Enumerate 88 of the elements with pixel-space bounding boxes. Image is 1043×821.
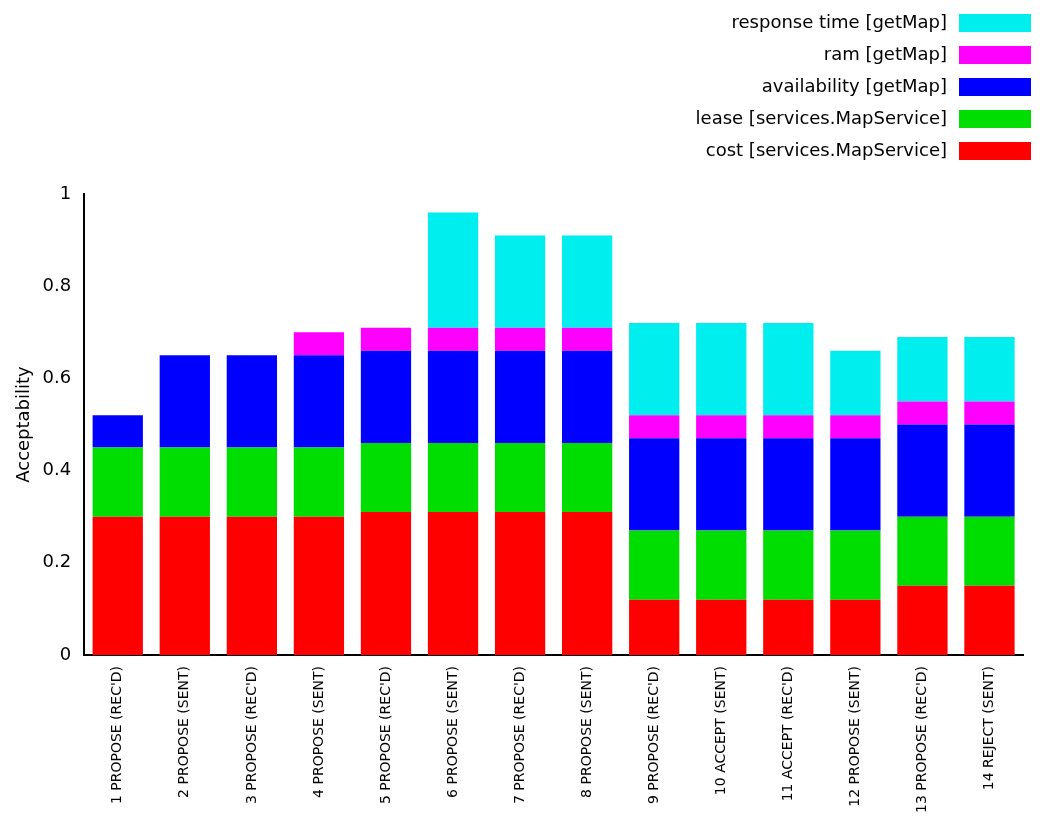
bar: [830, 438, 881, 531]
x-tick-label: 9 PROPOSE (REC'D): [644, 666, 661, 805]
legend-label: cost [services.MapService]: [705, 138, 947, 160]
bar: [964, 585, 1015, 655]
x-tick-label: 3 PROPOSE (REC'D): [242, 666, 259, 805]
bar: [92, 516, 143, 655]
bar: [629, 599, 680, 655]
legend-label: availability [getMap]: [761, 74, 948, 96]
x-tick-label: 4 PROPOSE (SENT): [309, 666, 326, 798]
bar: [830, 415, 881, 439]
bar: [159, 516, 210, 655]
x-tick-label: 6 PROPOSE (SENT): [443, 666, 460, 798]
bar: [293, 516, 345, 655]
y-tick-label: 0: [59, 642, 72, 664]
bar: [964, 516, 1015, 586]
bar: [226, 447, 278, 517]
x-tick-label: 11 ACCEPT (REC'D): [778, 666, 795, 802]
bar: [629, 438, 680, 531]
x-tick-label: 5 PROPOSE (REC'D): [376, 666, 393, 805]
bar: [696, 599, 747, 655]
bar: [964, 424, 1015, 517]
bar: [92, 447, 143, 517]
bar: [763, 530, 814, 600]
bar: [897, 401, 948, 425]
bar: [696, 415, 747, 439]
bar: [427, 442, 479, 513]
bar: [696, 530, 747, 600]
bar: [427, 327, 479, 351]
bar: [92, 415, 143, 448]
bar: [562, 235, 613, 328]
bar: [897, 424, 948, 517]
legend-label: lease [services.MapService]: [695, 106, 948, 128]
y-tick-label: 0.6: [42, 366, 72, 388]
bar: [293, 447, 345, 517]
x-tick-label: 7 PROPOSE (REC'D): [510, 666, 527, 805]
bar: [360, 327, 412, 351]
bar: [293, 332, 345, 356]
bar: [897, 516, 948, 586]
bar: [763, 599, 814, 655]
bar: [629, 530, 680, 600]
x-tick-label: 10 ACCEPT (SENT): [711, 666, 728, 796]
bar: [494, 235, 546, 328]
bar: [159, 447, 210, 517]
bar: [293, 355, 345, 448]
bar: [562, 512, 613, 655]
bar: [696, 323, 747, 416]
bar: [427, 212, 479, 328]
x-tick-label: 8 PROPOSE (SENT): [577, 666, 594, 798]
bar: [427, 350, 479, 443]
bar: [830, 530, 881, 600]
x-tick-label: 14 REJECT (SENT): [980, 666, 997, 791]
y-axis-title: Acceptability: [12, 365, 34, 483]
legend-label: response time [getMap]: [731, 10, 948, 32]
x-tick-label: 13 PROPOSE (REC'D): [913, 666, 930, 813]
bar: [562, 350, 613, 443]
bar: [964, 336, 1015, 402]
bar: [897, 336, 948, 402]
bar: [494, 327, 546, 351]
y-tick-label: 0.2: [42, 550, 72, 572]
y-tick-label: 1: [59, 181, 72, 203]
bar: [226, 355, 278, 448]
legend-label: ram [getMap]: [823, 42, 948, 64]
bar: [830, 350, 881, 416]
y-tick-label: 0.4: [42, 458, 72, 480]
bar: [562, 327, 613, 351]
bar: [360, 350, 412, 443]
bar: [226, 516, 278, 655]
bar: [494, 512, 546, 655]
y-tick-label: 0.8: [42, 273, 72, 295]
bar: [897, 585, 948, 655]
bar: [360, 442, 412, 513]
bar: [494, 442, 546, 513]
bar: [494, 350, 546, 443]
bar: [763, 415, 814, 439]
bar: [964, 401, 1015, 425]
bar: [629, 415, 680, 439]
bar: [159, 355, 210, 448]
x-tick-label: 2 PROPOSE (SENT): [175, 666, 192, 798]
bar: [696, 438, 747, 531]
bar: [427, 512, 479, 655]
x-tick-label: 12 PROPOSE (SENT): [846, 666, 862, 807]
bar: [629, 323, 680, 416]
bar: [562, 442, 613, 513]
x-tick-label: 1 PROPOSE (REC'D): [108, 666, 125, 805]
bar: [360, 512, 412, 655]
bar: [763, 323, 814, 416]
bar: [830, 599, 881, 655]
bar: [763, 438, 814, 531]
